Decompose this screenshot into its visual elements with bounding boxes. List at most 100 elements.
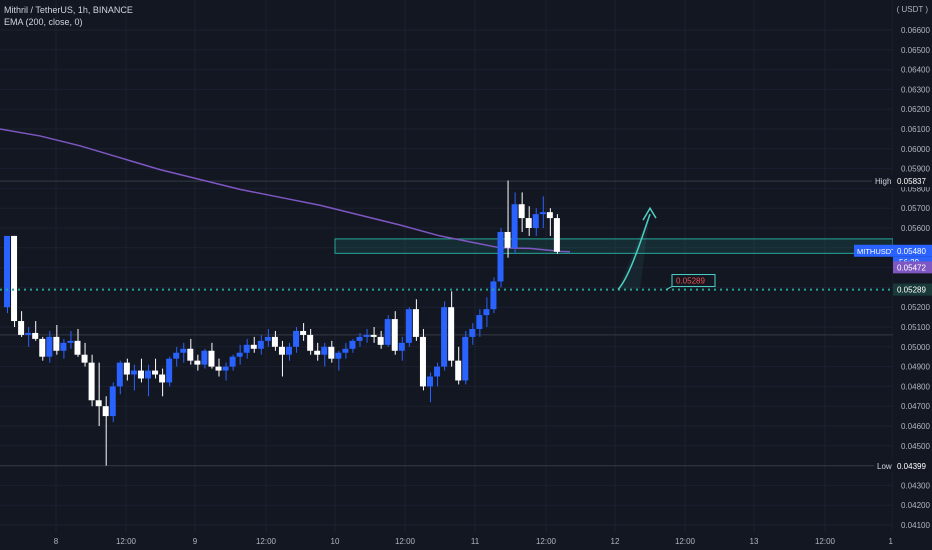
candle-body (483, 309, 490, 316)
ema-line (0, 128, 571, 253)
candle-body (130, 370, 137, 375)
low-price-tag: 0.04399 (897, 462, 926, 471)
candle-body (18, 321, 25, 335)
candle-body (257, 340, 264, 349)
time-tick-label: 13 (750, 537, 759, 546)
high-label-bg (872, 175, 893, 188)
price-tick-label: 0.04800 (901, 382, 930, 391)
candle-body (32, 332, 39, 339)
price-tick-label: 0.05100 (901, 323, 930, 332)
candle-body (427, 376, 433, 387)
candle-body (377, 336, 384, 345)
high-price-tag: 0.05837 (897, 177, 926, 186)
price-chart[interactable]: High Low MITHUSDT 0.05289 (0, 0, 893, 532)
price-tick-label: 0.06300 (901, 85, 930, 94)
price-tick-label: 0.04100 (901, 521, 930, 530)
symbol-title[interactable]: Mithril / TetherUS, 1h, BINANCE (4, 5, 133, 15)
candle-body (243, 344, 250, 353)
candle-body (4, 235, 10, 308)
target-label-box (671, 274, 716, 288)
price-tick-label: 0.04600 (901, 422, 930, 431)
candle-body (11, 235, 18, 322)
support-zone (334, 238, 893, 254)
candle-body (356, 336, 363, 341)
candle-body (370, 334, 377, 337)
candle-body (208, 350, 215, 367)
candle-body (74, 340, 81, 355)
candle-body (116, 362, 123, 387)
candle-body (419, 336, 426, 387)
candle-body (405, 309, 412, 343)
last-price-tag-bg (893, 244, 932, 257)
candle-body (159, 374, 166, 383)
candle-body (539, 212, 546, 215)
price-ticks: 0.06600 0.06500 0.06400 0.06300 0.06200 0.061… (901, 26, 930, 530)
price-axis[interactable]: 0.06600 0.06500 0.06400 0.06300 0.06200 0.061… (893, 0, 932, 532)
candle-body (335, 352, 342, 359)
candle-body (173, 352, 180, 359)
price-tick-label: 0.04500 (901, 442, 930, 451)
price-tick-label: 0.06500 (901, 46, 930, 55)
candle-body (271, 336, 278, 347)
candle-body (102, 406, 109, 417)
price-tick-label: 0.06600 (901, 26, 930, 35)
high-low-lines: High Low MITHUSDT (0, 175, 893, 472)
time-tick-label: 12:00 (675, 537, 696, 546)
time-tick-label: 11 (471, 537, 480, 546)
high-label: High (875, 177, 891, 186)
time-tick-label: 9 (193, 537, 198, 546)
candle-body (462, 336, 469, 381)
candle-body (166, 358, 173, 383)
indicator-title[interactable]: EMA (200, close, 0) (4, 17, 83, 27)
candle-body (137, 370, 144, 379)
price-tick-label: 0.06000 (901, 145, 930, 154)
candle-body (95, 400, 102, 407)
ema-price-tag-bg (893, 261, 932, 274)
candle-body (455, 360, 462, 381)
last-price-tag: 0.05480 (897, 247, 926, 256)
candle-body (532, 214, 539, 228)
time-tick-label: 8 (54, 537, 59, 546)
candle-body (25, 332, 32, 335)
candle-body (53, 336, 60, 351)
support-price-tag-bg (893, 283, 932, 296)
candle-body (525, 218, 532, 228)
candle-body (60, 342, 67, 351)
time-ticks: 8 12:00 9 12:00 10 12:00 11 12:00 12 12:00 13 12:00… (54, 537, 893, 546)
candle-body (229, 356, 236, 367)
candle-body (152, 370, 159, 375)
target-label-text: 0.05289 (676, 277, 705, 286)
high-price-tag-bg (893, 175, 932, 188)
time-tick-label: 12 (611, 537, 620, 546)
candle-body (504, 231, 511, 248)
drawing-annotations: 0.05289 (0, 206, 893, 291)
candle-body (412, 309, 419, 337)
candle-body (314, 350, 321, 355)
time-tick-label: 12:00 (815, 537, 836, 546)
candle-body (180, 348, 187, 353)
time-axis[interactable]: 8 12:00 9 12:00 10 12:00 11 12:00 12 12:00 13 12:00… (0, 532, 893, 550)
candle-body (264, 336, 271, 341)
time-tick-label: 10 (331, 537, 340, 546)
candles (4, 180, 560, 466)
candle-body (46, 336, 53, 357)
price-tick-label: 0.05900 (901, 165, 930, 174)
price-tick-label: 0.04900 (901, 363, 930, 372)
support-zone-rect (334, 238, 893, 254)
candle-body (342, 348, 349, 353)
time-tick-label: 14 (889, 537, 893, 546)
support-price-tag: 0.05289 (897, 286, 926, 295)
candle-body (328, 346, 335, 359)
price-tick-label: 0.05600 (901, 224, 930, 233)
low-price-tag-bg (893, 459, 932, 472)
projection-arrowhead (642, 206, 657, 221)
chart-grid (0, 0, 893, 532)
price-tick-label: 0.05700 (901, 204, 930, 213)
time-tick-label: 12:00 (395, 537, 416, 546)
candle-body (187, 348, 194, 361)
candle-body (145, 370, 151, 379)
candle-body (109, 386, 116, 417)
candle-body (194, 360, 201, 365)
candle-body (307, 334, 314, 351)
price-tick-label: 0.06100 (901, 125, 930, 134)
